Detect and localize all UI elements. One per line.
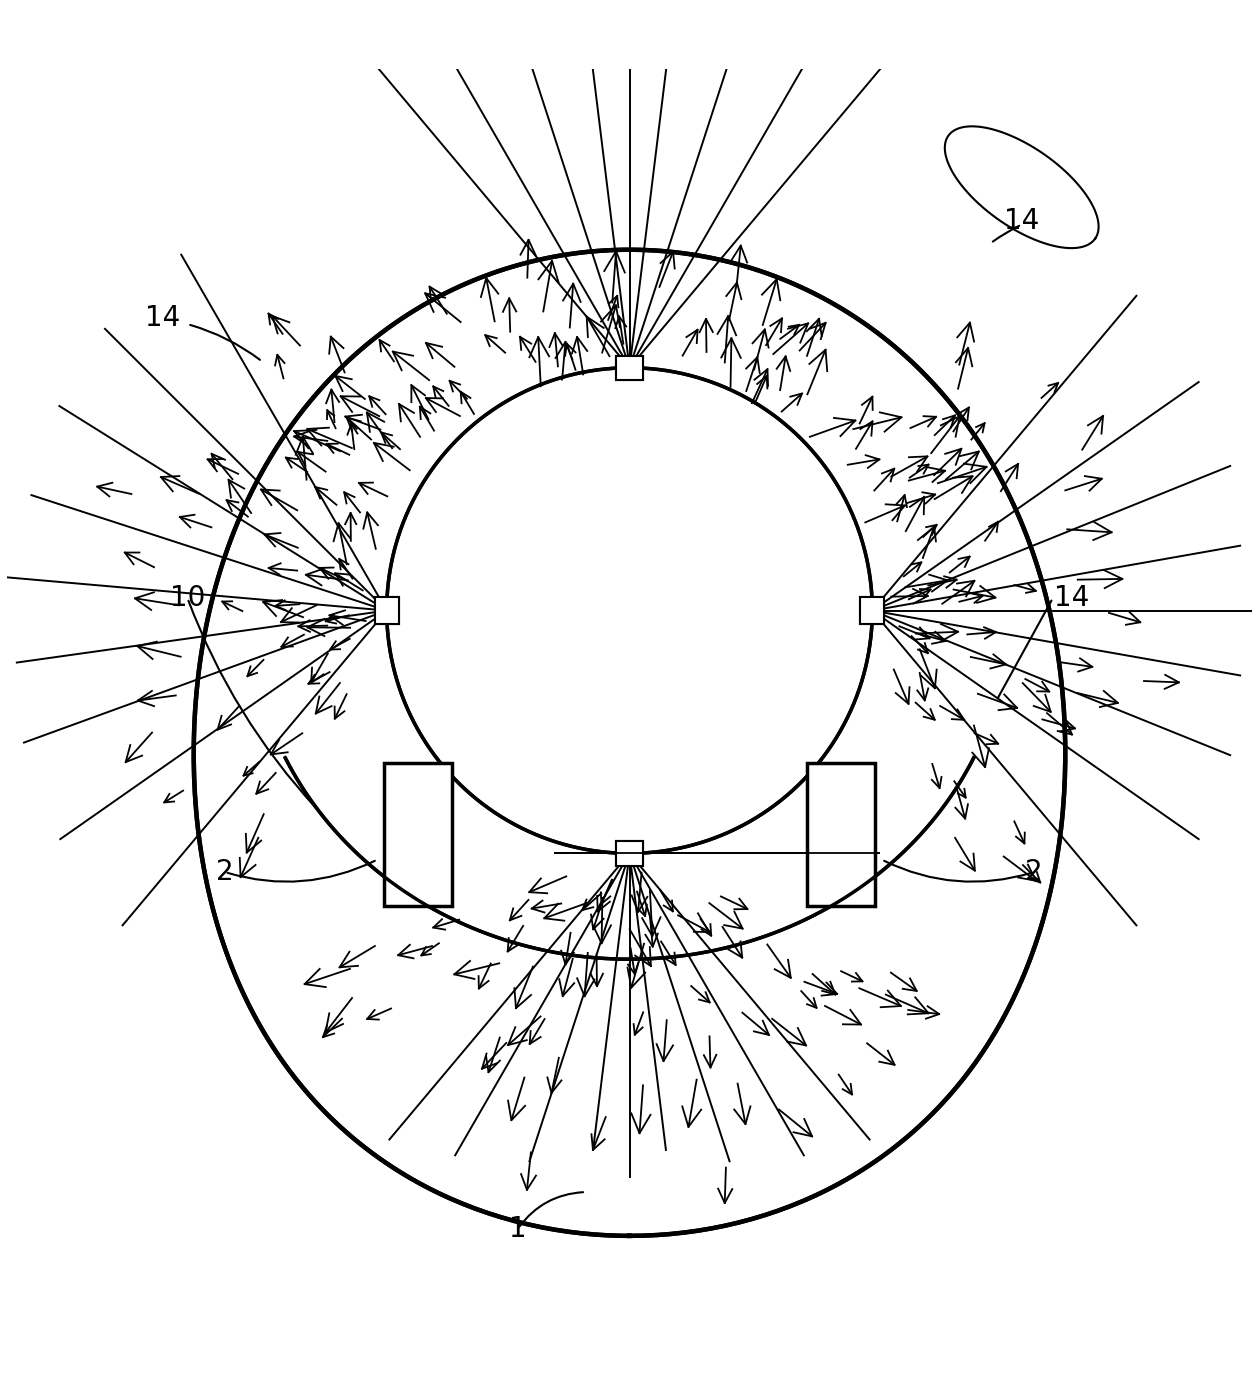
- Text: 14: 14: [145, 304, 180, 332]
- Text: 10: 10: [170, 584, 205, 613]
- Circle shape: [387, 368, 872, 853]
- Bar: [860, 597, 884, 624]
- Text: 14: 14: [1054, 584, 1089, 613]
- Text: 2: 2: [1025, 857, 1042, 887]
- Circle shape: [390, 372, 869, 849]
- Bar: [375, 597, 399, 624]
- Bar: [616, 355, 643, 380]
- Bar: [616, 355, 643, 380]
- Bar: [375, 597, 399, 624]
- Bar: [384, 763, 452, 906]
- Text: 1: 1: [509, 1216, 526, 1243]
- Text: 2: 2: [217, 857, 234, 887]
- Bar: [807, 763, 875, 906]
- Bar: [860, 597, 884, 624]
- Bar: [616, 841, 643, 866]
- Polygon shape: [194, 250, 1065, 1236]
- Text: 14: 14: [1005, 207, 1040, 235]
- Bar: [616, 841, 643, 866]
